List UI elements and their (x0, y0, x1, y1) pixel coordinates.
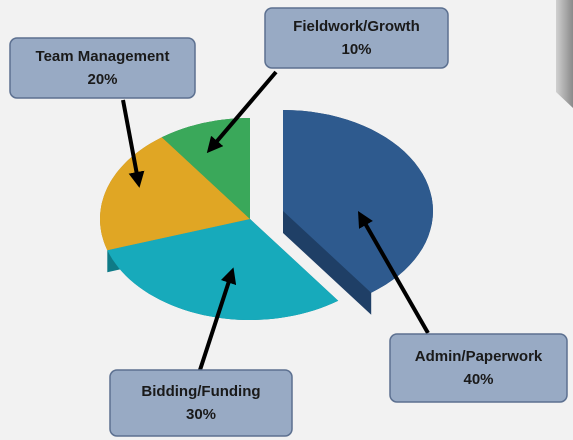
callout-box (109, 369, 293, 437)
slice (161, 118, 250, 219)
callout-arrow (198, 267, 237, 371)
slice (283, 110, 433, 293)
value-label: 40% (463, 371, 493, 388)
value-label: 10% (341, 41, 371, 58)
callout-arrow (121, 99, 145, 188)
callout-arrow (358, 211, 430, 334)
callouts: Admin/Paperwork 40% Bidding/Funding 30% Team… (9, 7, 568, 437)
category-label: Team Management (36, 48, 170, 65)
callout-arrow (206, 70, 278, 154)
value-label: 20% (87, 71, 117, 88)
category-label: Bidding/Funding (141, 383, 260, 400)
screen-edge (556, 0, 573, 108)
pie (100, 110, 433, 342)
callout-box (389, 333, 568, 403)
callout-box (9, 37, 196, 99)
category-label: Fieldwork/Growth (293, 18, 420, 35)
slice (100, 137, 250, 251)
value-label: 30% (186, 406, 216, 423)
category-label: Admin/Paperwork (415, 348, 543, 365)
callout-box (264, 7, 449, 69)
